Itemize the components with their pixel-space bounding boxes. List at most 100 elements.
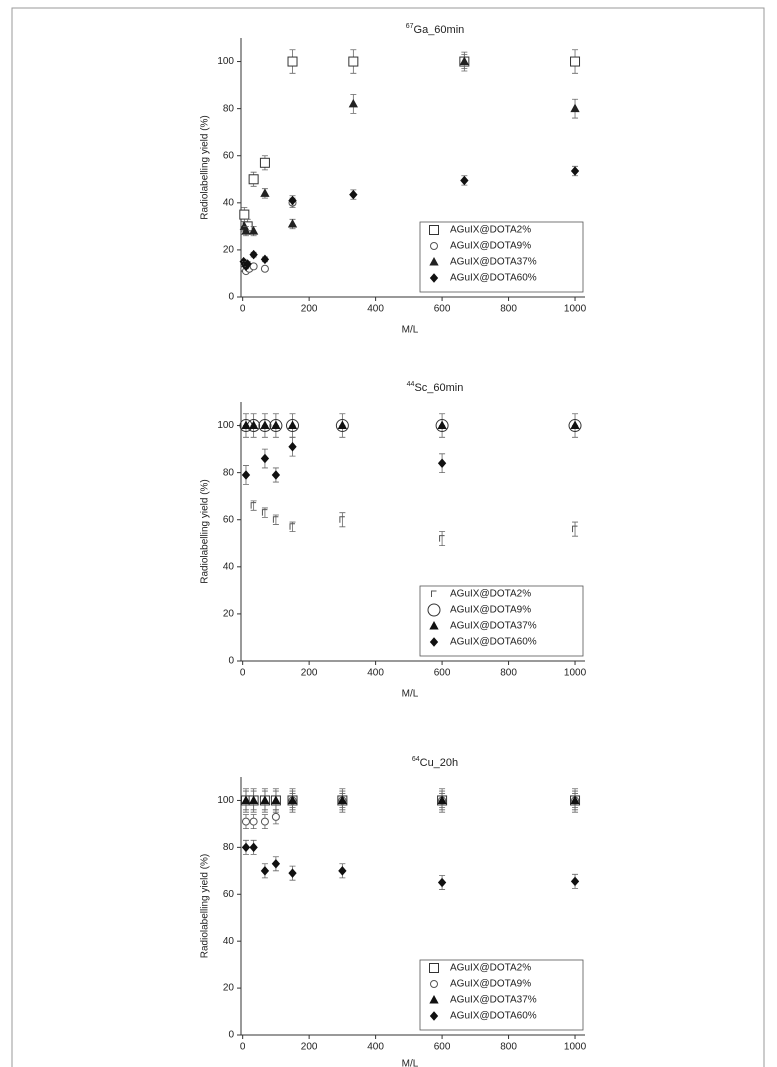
- y-tick-label: 20: [223, 245, 235, 256]
- x-tick-label: 0: [240, 668, 246, 679]
- marker: [570, 103, 580, 113]
- x-tick-label: 800: [500, 668, 517, 679]
- marker: [260, 795, 270, 804]
- marker: [429, 637, 439, 647]
- marker: [239, 209, 250, 220]
- marker: [570, 420, 580, 430]
- marker: [337, 420, 348, 430]
- x-tick-label: 400: [367, 304, 384, 315]
- marker: [460, 175, 469, 186]
- marker: [289, 523, 296, 530]
- marker: [427, 603, 441, 617]
- marker: [243, 259, 252, 269]
- frame: [11, 7, 765, 1067]
- x-tick-label: 800: [500, 1042, 517, 1053]
- y-tick-label: 0: [228, 1030, 234, 1041]
- marker: [429, 963, 439, 973]
- y-tick-label: 100: [217, 56, 234, 67]
- marker: [287, 420, 298, 430]
- y-tick-label: 40: [223, 197, 235, 208]
- marker: [260, 254, 270, 265]
- marker: [258, 419, 272, 433]
- title-text: Sc_60min: [414, 382, 463, 394]
- y-tick-label: 80: [223, 467, 235, 478]
- legend-box: [419, 221, 584, 293]
- x-tick-label: 800: [500, 304, 517, 315]
- x-tick-label: 400: [367, 1042, 384, 1053]
- marker: [570, 876, 580, 887]
- title-text: Cu_20h: [420, 757, 459, 769]
- marker: [271, 470, 281, 480]
- title-superscript: 67: [406, 23, 414, 30]
- y-axis-label: Radiolabelling yield (%): [200, 115, 211, 220]
- marker: [241, 470, 251, 480]
- marker: [287, 56, 298, 67]
- error-bar: [339, 512, 346, 528]
- legend-box: [419, 959, 584, 1031]
- title-superscript: 44: [407, 381, 415, 388]
- marker: [241, 420, 251, 430]
- y-tick-label: 100: [217, 420, 234, 431]
- marker: [437, 458, 447, 468]
- y-tick-label: 100: [217, 795, 234, 806]
- marker: [429, 620, 439, 630]
- legend-label: AGuIX@DOTA37%: [450, 257, 537, 268]
- x-tick-label: 1000: [564, 668, 587, 679]
- error-bar-line: [572, 521, 579, 537]
- marker: [339, 516, 345, 523]
- marker: [271, 795, 281, 804]
- marker: [260, 817, 269, 826]
- marker: [260, 188, 270, 197]
- marker: [348, 98, 358, 108]
- y-tick-label: 40: [223, 561, 235, 572]
- x-tick-label: 600: [434, 304, 451, 315]
- marker: [429, 994, 439, 1004]
- marker: [241, 226, 251, 235]
- legend-box: [419, 585, 584, 657]
- marker: [287, 795, 298, 804]
- marker: [269, 419, 283, 433]
- marker: [260, 866, 270, 876]
- marker: [429, 225, 439, 235]
- marker: [241, 842, 251, 853]
- x-tick-label: 0: [240, 304, 246, 315]
- error-bar: [572, 521, 579, 537]
- marker: [568, 419, 582, 433]
- marker: [570, 56, 581, 67]
- chart-title: 44Sc_60min: [407, 381, 464, 394]
- legend-label: AGuIX@DOTA2%: [450, 963, 531, 974]
- marker: [437, 877, 447, 888]
- legend-label: AGuIX@DOTA37%: [450, 621, 537, 632]
- marker: [335, 419, 349, 433]
- chart-title: 67Ga_60min: [406, 23, 465, 36]
- legend-label: AGuIX@DOTA9%: [450, 605, 531, 616]
- marker: [570, 795, 580, 804]
- legend-label: AGuIX@DOTA2%: [450, 589, 531, 600]
- marker: [248, 174, 259, 185]
- x-tick-label: 200: [301, 304, 318, 315]
- x-tick-label: 600: [434, 1042, 451, 1053]
- marker: [337, 795, 348, 804]
- marker: [260, 264, 269, 273]
- title-text: Ga_60min: [414, 24, 465, 36]
- y-tick-label: 60: [223, 150, 235, 161]
- marker: [431, 590, 437, 597]
- marker: [248, 420, 259, 430]
- marker: [439, 535, 445, 542]
- x-axis-label: M/L: [402, 689, 419, 700]
- marker: [348, 56, 359, 67]
- marker: [249, 249, 258, 260]
- marker: [429, 273, 439, 283]
- marker: [286, 419, 300, 433]
- y-tick-label: 60: [223, 514, 235, 525]
- marker: [572, 525, 578, 533]
- legend-label: AGuIX@DOTA9%: [450, 241, 531, 252]
- marker: [429, 256, 439, 266]
- error-bar-line: [439, 531, 446, 547]
- marker: [249, 817, 258, 826]
- y-axis-label: Radiolabelling yield (%): [200, 854, 211, 959]
- marker: [459, 56, 469, 66]
- marker: [430, 980, 438, 988]
- marker: [271, 859, 281, 869]
